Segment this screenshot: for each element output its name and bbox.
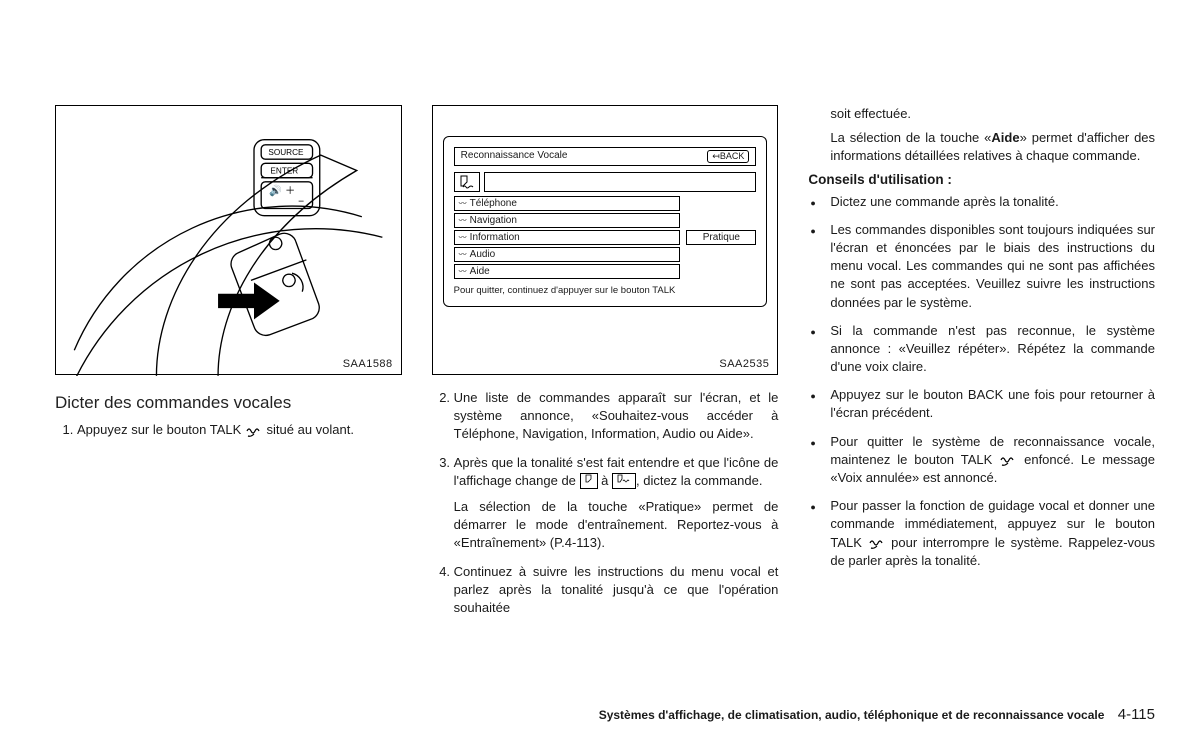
column-3: soit effectuée. La sélection de la touch… (808, 105, 1155, 685)
page-footer: Systèmes d'affichage, de climatisation, … (599, 706, 1155, 723)
steps-list-col2: Une liste de commandes apparaît sur l'éc… (432, 389, 779, 617)
screen-item-label: Navigation (470, 215, 517, 226)
screen-practice-button: Pratique (686, 230, 756, 245)
column-1: SOURCE ENTER 🔊 ＋ − SAA1588 Dicter des co… (55, 105, 402, 685)
wheel-source-label: SOURCE (268, 148, 304, 157)
step-1-text-a: Appuyez sur le bouton TALK (77, 422, 245, 437)
step-1-text-b: situé au volant. (263, 422, 354, 437)
tip-item: Appuyez sur le bouton BACK une fois pour… (830, 386, 1155, 422)
step-3-para: La sélection de la touche «Pratique» per… (454, 498, 779, 553)
figure-1-label: SAA1588 (343, 358, 393, 370)
screen-footer-text: Pour quitter, continuez d'appuyer sur le… (454, 285, 757, 296)
column-2: Reconnaissance Vocale ↤BACK 〰Téléphone 〰… (432, 105, 779, 685)
step-3-c: , dictez la commande. (636, 473, 762, 488)
svg-text:🔊 ＋: 🔊 ＋ (269, 184, 295, 197)
tip-item: Pour passer la fonction de guidage vocal… (830, 497, 1155, 570)
voice-ready-icon (454, 172, 480, 192)
screen-item: 〰Information (454, 230, 681, 245)
tip-item: Pour quitter le système de reconnaissanc… (830, 433, 1155, 488)
talk-icon (999, 454, 1017, 466)
screen-item-label: Information (470, 232, 520, 243)
screen-item-label: Aide (470, 266, 490, 277)
columns-wrapper: SOURCE ENTER 🔊 ＋ − SAA1588 Dicter des co… (55, 105, 1155, 685)
voice-ready-icon-inline (612, 473, 636, 489)
screen-list-items: 〰Téléphone 〰Navigation 〰Information 〰Aud… (454, 196, 681, 279)
figure-steering-wheel: SOURCE ENTER 🔊 ＋ − SAA1588 (55, 105, 402, 375)
tip-item: Dictez une commande après la tonalité. (830, 193, 1155, 211)
screen-item-label: Audio (470, 249, 496, 260)
screen-mockup: Reconnaissance Vocale ↤BACK 〰Téléphone 〰… (443, 136, 768, 307)
figure-screen: Reconnaissance Vocale ↤BACK 〰Téléphone 〰… (432, 105, 779, 375)
screen-item: 〰Audio (454, 247, 681, 262)
step-3: Après que la tonalité s'est fait entendr… (454, 454, 779, 553)
screen-item: 〰Navigation (454, 213, 681, 228)
continuation-2: La sélection de la touche «Aide» permet … (830, 129, 1155, 165)
page-number: 4-115 (1118, 706, 1155, 723)
steps-list-col1: Appuyez sur le bouton TALK situé au vola… (55, 421, 402, 439)
svg-text:−: − (298, 196, 304, 207)
screen-item-label: Téléphone (470, 198, 517, 209)
figure-2-label: SAA2535 (719, 358, 769, 370)
screen-header: Reconnaissance Vocale ↤BACK (454, 147, 757, 166)
talk-icon (245, 425, 263, 437)
step-2: Une liste de commandes apparaît sur l'éc… (454, 389, 779, 444)
cont2-a: La sélection de la touche « (830, 130, 991, 145)
talk-icon (868, 537, 886, 549)
step-3-b: à (598, 473, 612, 488)
subheading-dicter: Dicter des commandes vocales (55, 393, 402, 413)
screen-input-row (454, 172, 757, 192)
step-1: Appuyez sur le bouton TALK situé au vola… (77, 421, 402, 439)
screen-back-button: ↤BACK (707, 150, 749, 163)
screen-list: 〰Téléphone 〰Navigation 〰Information 〰Aud… (454, 196, 757, 279)
screen-input-field (484, 172, 757, 192)
tips-heading: Conseils d'utilisation : (808, 172, 1155, 187)
steering-wheel-illustration: SOURCE ENTER 🔊 ＋ − (64, 114, 393, 376)
tip-item: Si la commande n'est pas reconnue, le sy… (830, 322, 1155, 377)
footer-text: Systèmes d'affichage, de climatisation, … (599, 708, 1105, 722)
voice-wait-icon (580, 473, 598, 489)
tip-item: Les commandes disponibles sont toujours … (830, 221, 1155, 312)
continuation-1: soit effectuée. (830, 105, 1155, 123)
screen-item: 〰Aide (454, 264, 681, 279)
screen-practice-col: Pratique (686, 196, 756, 279)
tips-list: Dictez une commande après la tonalité. L… (808, 193, 1155, 570)
manual-page: SOURCE ENTER 🔊 ＋ − SAA1588 Dicter des co… (0, 0, 1200, 741)
screen-item: 〰Téléphone (454, 196, 681, 211)
step-4: Continuez à suivre les instructions du m… (454, 563, 779, 618)
cont2-bold: Aide (991, 130, 1019, 145)
screen-title: Reconnaissance Vocale (461, 150, 568, 163)
wheel-enter-label: ENTER (270, 167, 298, 176)
